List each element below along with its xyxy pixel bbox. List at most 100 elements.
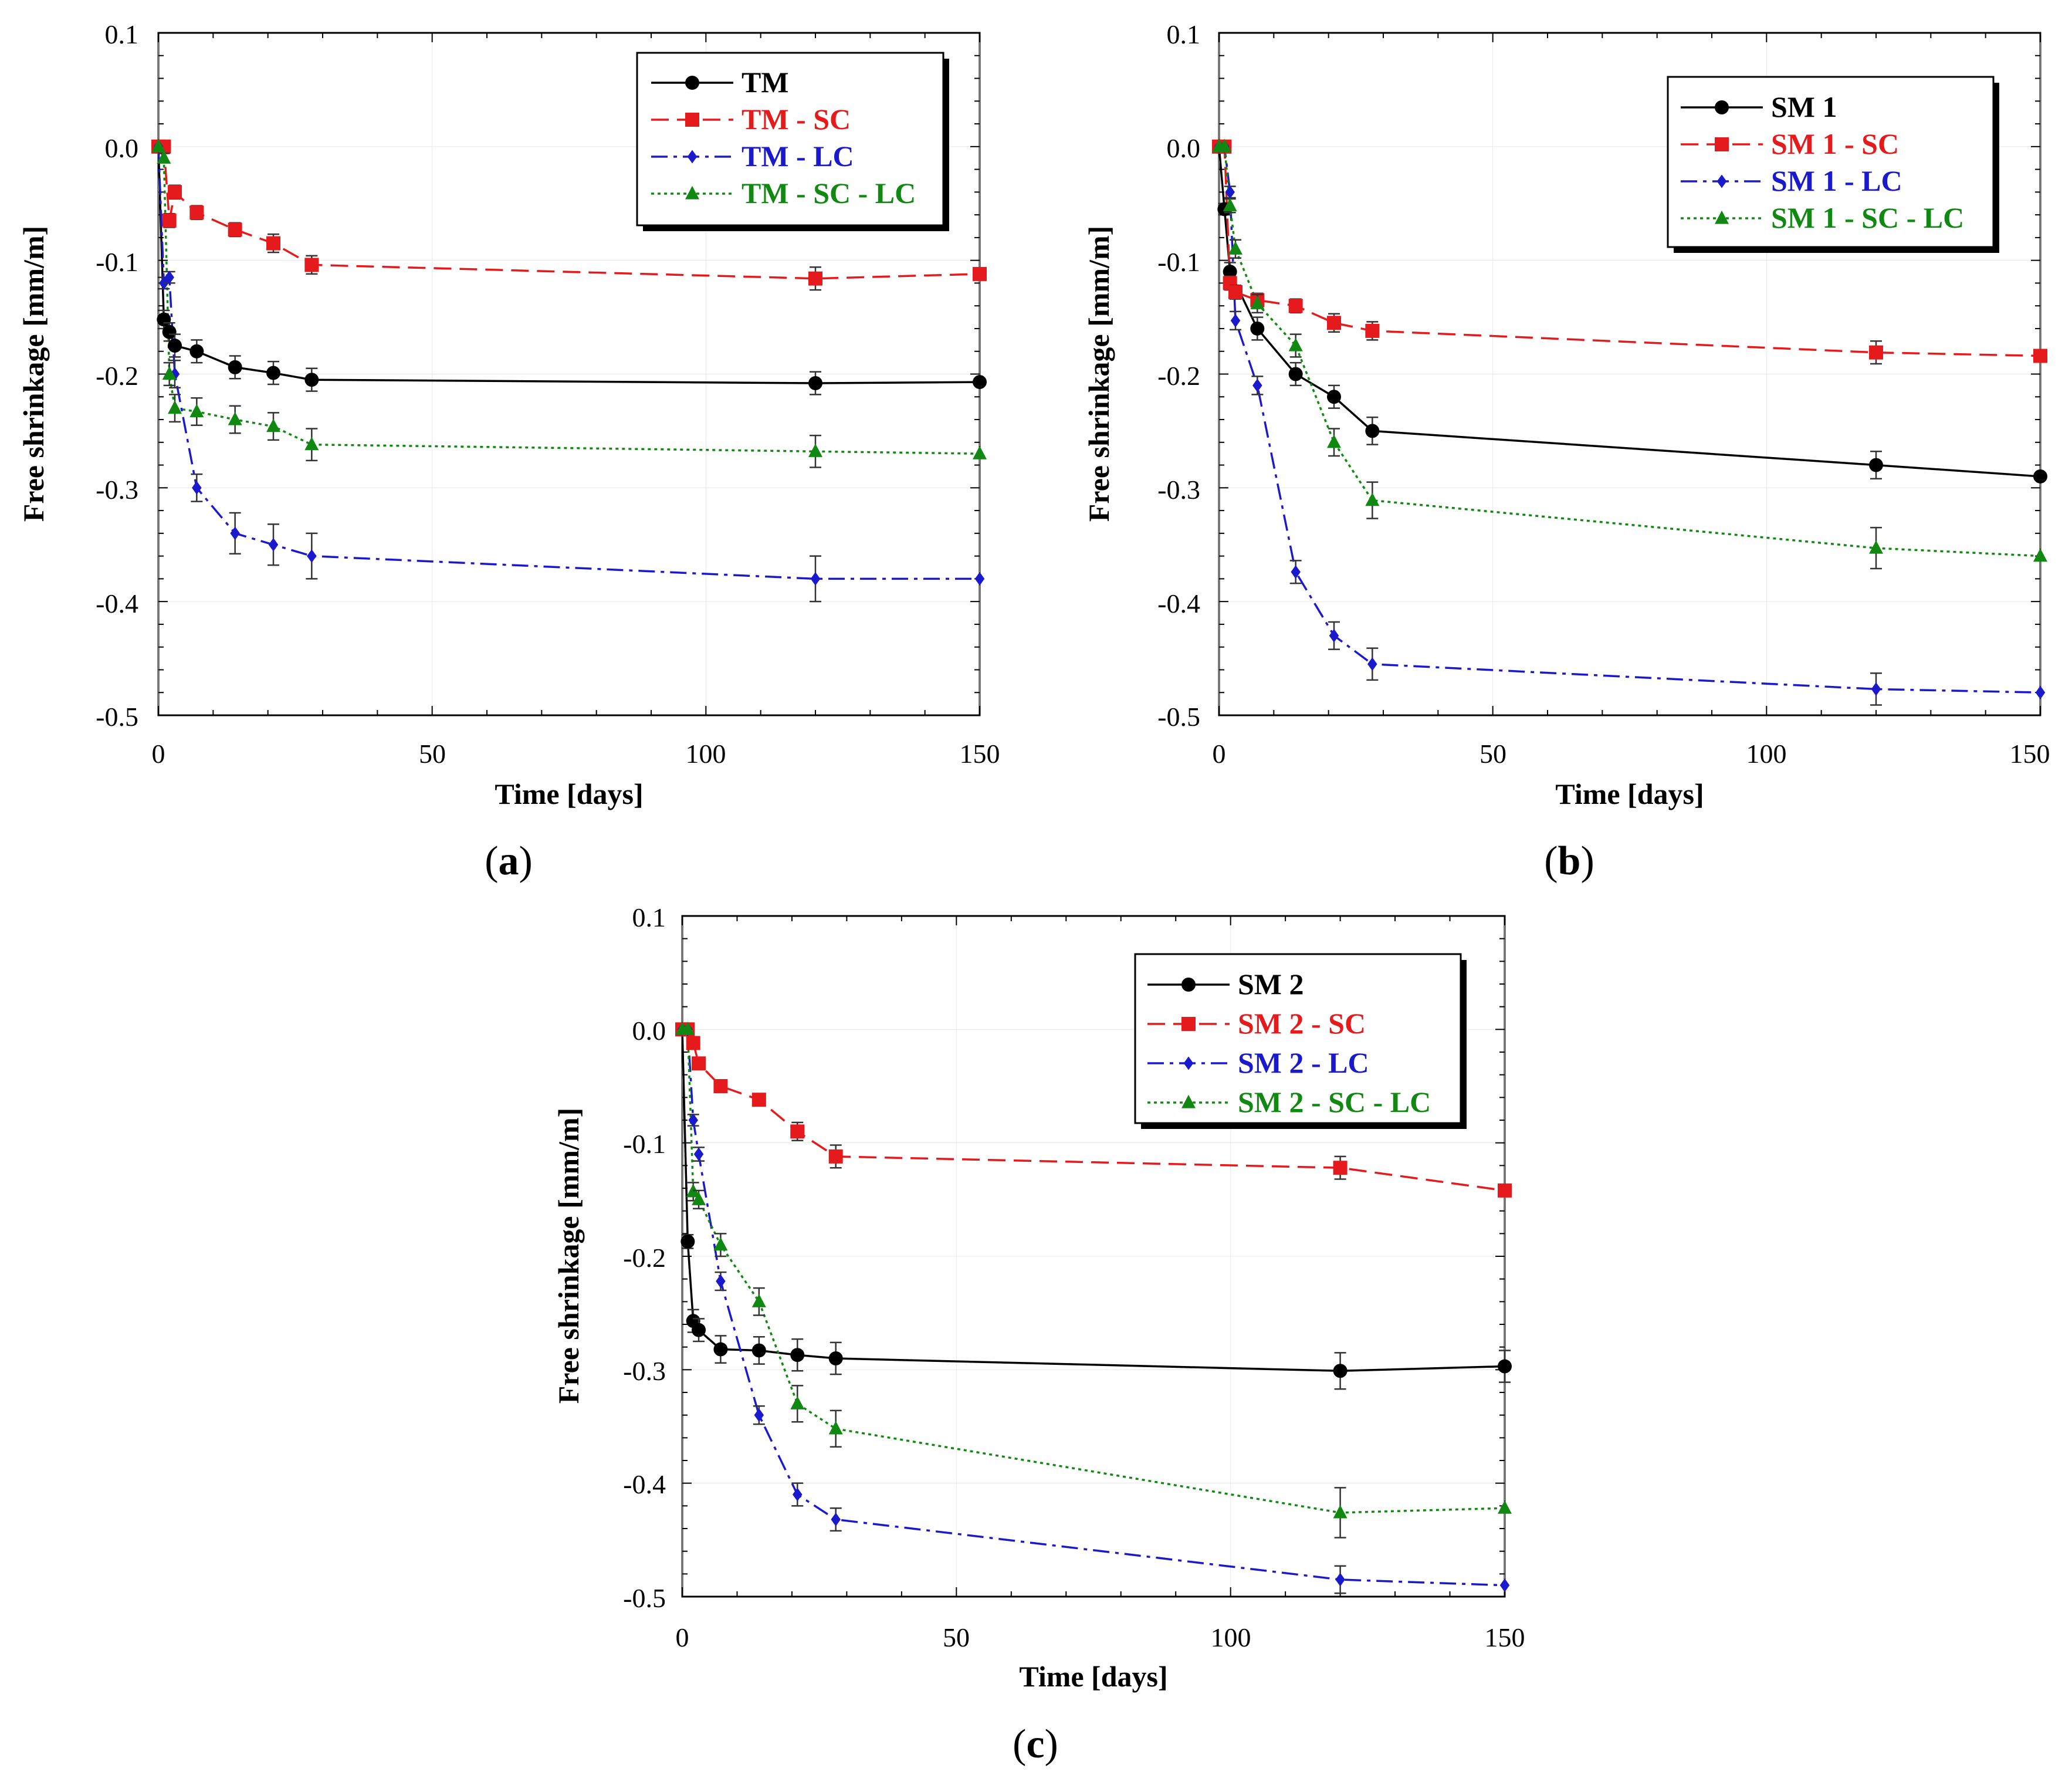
data-point — [828, 1421, 843, 1435]
data-point — [266, 366, 280, 380]
y-tick-labels: 0.1 0.0 -0.1 -0.2 -0.3 -0.4 -0.5 — [623, 902, 666, 1613]
x-axis-title: Time [days] — [495, 777, 643, 810]
x-tick-label: 100 — [1211, 1622, 1251, 1652]
data-point — [808, 271, 822, 286]
data-point — [1498, 1183, 1512, 1198]
y-tick-label: -0.3 — [96, 475, 138, 505]
y-tick-labels: 0.1 0.0 -0.1 -0.2 -0.3 -0.4 -0.5 — [1157, 19, 1200, 732]
data-point — [1335, 1573, 1345, 1587]
legend-marker — [685, 185, 699, 200]
data-point — [1367, 657, 1377, 671]
data-point — [170, 367, 180, 381]
data-point — [1498, 1359, 1512, 1374]
x-tick-labels: 0 50 100 150 — [676, 1622, 1525, 1652]
data-point — [790, 1396, 805, 1409]
x-tick-label: 50 — [943, 1622, 970, 1652]
data-point — [1327, 390, 1341, 404]
legend-marker — [1715, 137, 1729, 151]
data-point — [162, 213, 177, 228]
data-point — [1250, 296, 1265, 309]
series-line — [157, 146, 980, 455]
data-point — [1333, 1161, 1348, 1175]
data-point — [266, 418, 280, 432]
legend-marker — [687, 150, 698, 164]
x-axis-title: Time [days] — [1019, 1660, 1167, 1693]
data-point — [2033, 469, 2047, 484]
y-tick-labels: 0.1 0.0 -0.1 -0.2 -0.3 -0.4 -0.5 — [96, 19, 138, 732]
data-point — [1869, 540, 1883, 554]
y-tick-label: -0.1 — [1157, 247, 1200, 277]
data-point — [151, 138, 165, 153]
panel-caption: (b) — [1544, 839, 1594, 884]
panel-c: 0.1 0.0 -0.1 -0.2 -0.3 -0.4 -0.5 0 50 10… — [552, 902, 1525, 1767]
legend-label: SM 2 — [1238, 968, 1304, 1000]
y-tick-label: 0.0 — [632, 1016, 666, 1046]
legend-marker — [1716, 174, 1727, 188]
data-point — [692, 1056, 706, 1071]
y-tick-label: -0.5 — [96, 702, 138, 732]
x-tick-label: 100 — [1746, 739, 1787, 769]
legend-marker — [685, 76, 699, 90]
data-point — [751, 1294, 766, 1307]
data-point — [751, 1093, 766, 1107]
legend-entries — [1681, 100, 1763, 224]
legend-label: SM 2 - SC — [1238, 1007, 1366, 1040]
data-point — [168, 400, 182, 414]
series-line — [1219, 146, 2041, 357]
axis-ticks — [682, 915, 1505, 1597]
legend-label: SM 1 - LC — [1771, 164, 1902, 197]
x-tick-label: 50 — [1479, 739, 1506, 769]
legend-label: TM - SC - LC — [742, 177, 916, 209]
y-tick-label: 0.0 — [1167, 133, 1201, 163]
data-point — [810, 572, 821, 586]
data-point — [228, 360, 242, 374]
panel-b: 0.1 0.0 -0.1 -0.2 -0.3 -0.4 -0.5 0 50 10… — [1082, 19, 2050, 884]
data-point — [268, 537, 279, 552]
data-point — [828, 1351, 843, 1365]
y-tick-label: -0.3 — [623, 1356, 666, 1386]
legend-label: SM 2 - LC — [1238, 1046, 1369, 1079]
series-markers — [1212, 138, 2047, 706]
data-point — [307, 549, 317, 563]
data-point — [1223, 198, 1237, 212]
data-point — [304, 437, 319, 451]
data-point — [808, 376, 822, 391]
series-line — [158, 146, 980, 280]
data-point — [751, 1343, 766, 1358]
legend-marker — [685, 113, 699, 127]
legend-marker — [1181, 1017, 1196, 1031]
data-point — [713, 1342, 728, 1357]
data-point — [304, 258, 319, 272]
x-tick-labels: 0 50 100 150 — [1213, 739, 2050, 769]
y-tick-label: -0.5 — [623, 1583, 666, 1613]
x-axis-title: Time [days] — [1555, 777, 1704, 810]
legend: TM TM - SC TM - LC TM - SC - LC — [636, 52, 949, 231]
panel-caption: (c) — [1013, 1722, 1058, 1767]
y-tick-label: -0.4 — [96, 589, 138, 618]
data-point — [1333, 1504, 1348, 1519]
data-point — [716, 1274, 726, 1289]
data-point — [230, 526, 240, 540]
data-point — [693, 1147, 704, 1161]
data-point — [1327, 316, 1341, 330]
data-point — [790, 1124, 805, 1139]
x-tick-label: 150 — [960, 739, 1000, 769]
data-point — [1327, 434, 1341, 448]
legend: SM 1 SM 1 - SC SM 1 - LC SM 1 - SC - LC — [1667, 76, 1999, 253]
x-tick-label: 150 — [2010, 739, 2050, 769]
data-point — [974, 572, 985, 586]
legend-label: SM 1 - SC - LC — [1771, 201, 1964, 234]
y-tick-label: 0.0 — [105, 133, 139, 163]
legend-label: TM — [742, 66, 789, 99]
data-point — [1333, 1364, 1348, 1378]
data-point — [1228, 285, 1242, 299]
y-tick-label: -0.2 — [96, 361, 138, 391]
data-point — [688, 1113, 698, 1127]
data-point — [831, 1512, 841, 1527]
data-point — [793, 1487, 803, 1502]
data-point — [1291, 565, 1301, 579]
legend-marker — [1183, 1056, 1194, 1070]
legend-marker — [1715, 100, 1729, 114]
legend-marker — [1715, 210, 1729, 224]
